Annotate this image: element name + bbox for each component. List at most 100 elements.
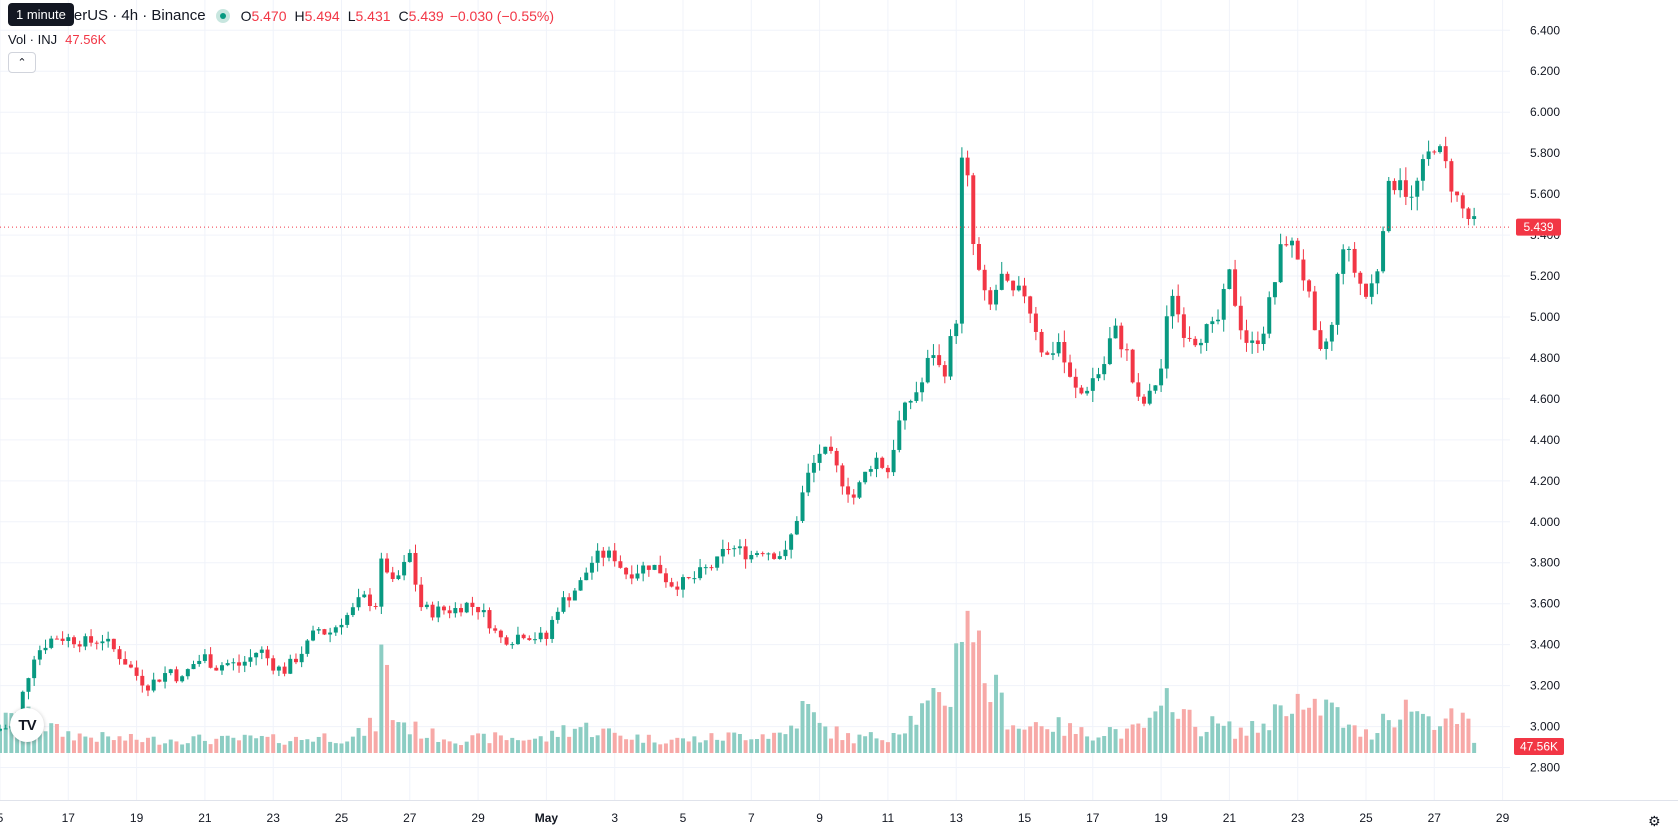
gear-icon[interactable]: ⚙	[1648, 813, 1661, 829]
candle	[470, 596, 475, 616]
candle-body	[749, 554, 754, 560]
volume-bar	[737, 734, 742, 753]
candle	[407, 549, 412, 563]
volume-bar	[618, 735, 623, 753]
candle	[1352, 242, 1357, 278]
volume-bar	[288, 741, 293, 753]
candle-body	[1193, 338, 1198, 346]
candle-body	[106, 638, 111, 642]
collapse-legend-button[interactable]: ⌃	[8, 52, 36, 73]
candle	[749, 550, 754, 563]
candle	[1272, 281, 1277, 305]
volume-bar	[1113, 729, 1118, 753]
candle-body	[1159, 368, 1164, 386]
candle-body	[988, 290, 993, 305]
chevron-up-icon: ⌃	[17, 57, 27, 69]
candle-body	[26, 678, 31, 692]
candle-body	[652, 564, 657, 570]
volume-bar	[1170, 712, 1175, 753]
candle-body	[1307, 280, 1312, 292]
candle-body	[1073, 376, 1078, 388]
candle	[1301, 249, 1306, 291]
candle	[982, 264, 987, 301]
volume-bar	[1398, 719, 1403, 753]
candle-body	[373, 606, 378, 608]
volume-bar	[920, 703, 925, 753]
candle	[453, 602, 458, 618]
candle	[316, 627, 321, 634]
candle-body	[538, 632, 543, 640]
candle-body	[350, 607, 355, 616]
volume-bar	[1107, 727, 1112, 753]
volume-bar	[0, 729, 2, 753]
candle-body	[197, 660, 202, 665]
candle-body	[1079, 387, 1084, 394]
candle	[3, 724, 8, 730]
candle-body	[89, 636, 94, 643]
candle	[823, 446, 828, 455]
volume-bar	[863, 736, 868, 753]
volume-bar	[720, 740, 725, 753]
candle	[846, 477, 851, 503]
candle-body	[276, 666, 281, 671]
volume-bar	[1381, 713, 1386, 753]
symbol-title[interactable]: etherUS · 4h · Binance	[53, 7, 206, 24]
candle-body	[37, 650, 42, 660]
candle-body	[1062, 342, 1067, 363]
candle	[157, 679, 162, 683]
candle-body	[1284, 244, 1289, 246]
candle-body	[1227, 269, 1232, 289]
volume-bar	[584, 722, 589, 753]
candle-body	[299, 653, 304, 663]
candle-body	[766, 553, 771, 555]
candle	[920, 377, 925, 402]
candle-body	[942, 365, 947, 377]
volume-bar	[1096, 737, 1101, 753]
candle-body	[789, 534, 794, 550]
volume-bar	[1198, 736, 1203, 753]
ohlc-change: −0.030 (−0.55%)	[449, 7, 554, 24]
candle-body	[1403, 180, 1408, 197]
y-tick-label: 3.200	[1530, 679, 1560, 693]
market-status-icon[interactable]	[215, 8, 230, 23]
tradingview-logo[interactable]: TV	[10, 708, 44, 742]
candle	[197, 654, 202, 667]
candle-body	[441, 606, 446, 611]
volume-bar	[897, 734, 902, 753]
candle	[1290, 237, 1295, 258]
candle	[242, 656, 247, 673]
volume-bar	[1204, 731, 1209, 753]
volume-bar	[453, 743, 458, 753]
candle-body	[259, 649, 264, 653]
candle	[123, 651, 128, 665]
candle	[902, 401, 907, 430]
candle	[1028, 295, 1033, 324]
volume-bar	[493, 732, 498, 753]
ohlc-open-value: 5.470	[251, 7, 287, 24]
candle-body	[1472, 216, 1477, 220]
candle	[521, 633, 526, 640]
volume-bar	[612, 732, 617, 753]
candle-body	[754, 553, 759, 555]
volume-bar	[1375, 733, 1380, 753]
volume-bar	[1295, 693, 1300, 753]
x-tick-label: 3	[611, 811, 618, 825]
candle-body	[527, 638, 532, 641]
candle-body	[1045, 352, 1050, 355]
candle	[396, 570, 401, 581]
candle	[863, 471, 868, 485]
candle	[971, 172, 976, 256]
volume-bar	[527, 739, 532, 753]
candle	[618, 555, 623, 569]
volume-label[interactable]: Vol · INJ	[8, 32, 58, 47]
candle	[777, 551, 782, 560]
volume-bar	[311, 741, 316, 753]
candle-body	[732, 548, 737, 550]
volume-bar	[1011, 725, 1016, 753]
candle	[595, 543, 600, 572]
y-tick-label: 4.000	[1530, 515, 1560, 529]
candle-body	[931, 355, 936, 358]
volume-bar	[1318, 715, 1323, 753]
candle	[77, 640, 82, 653]
